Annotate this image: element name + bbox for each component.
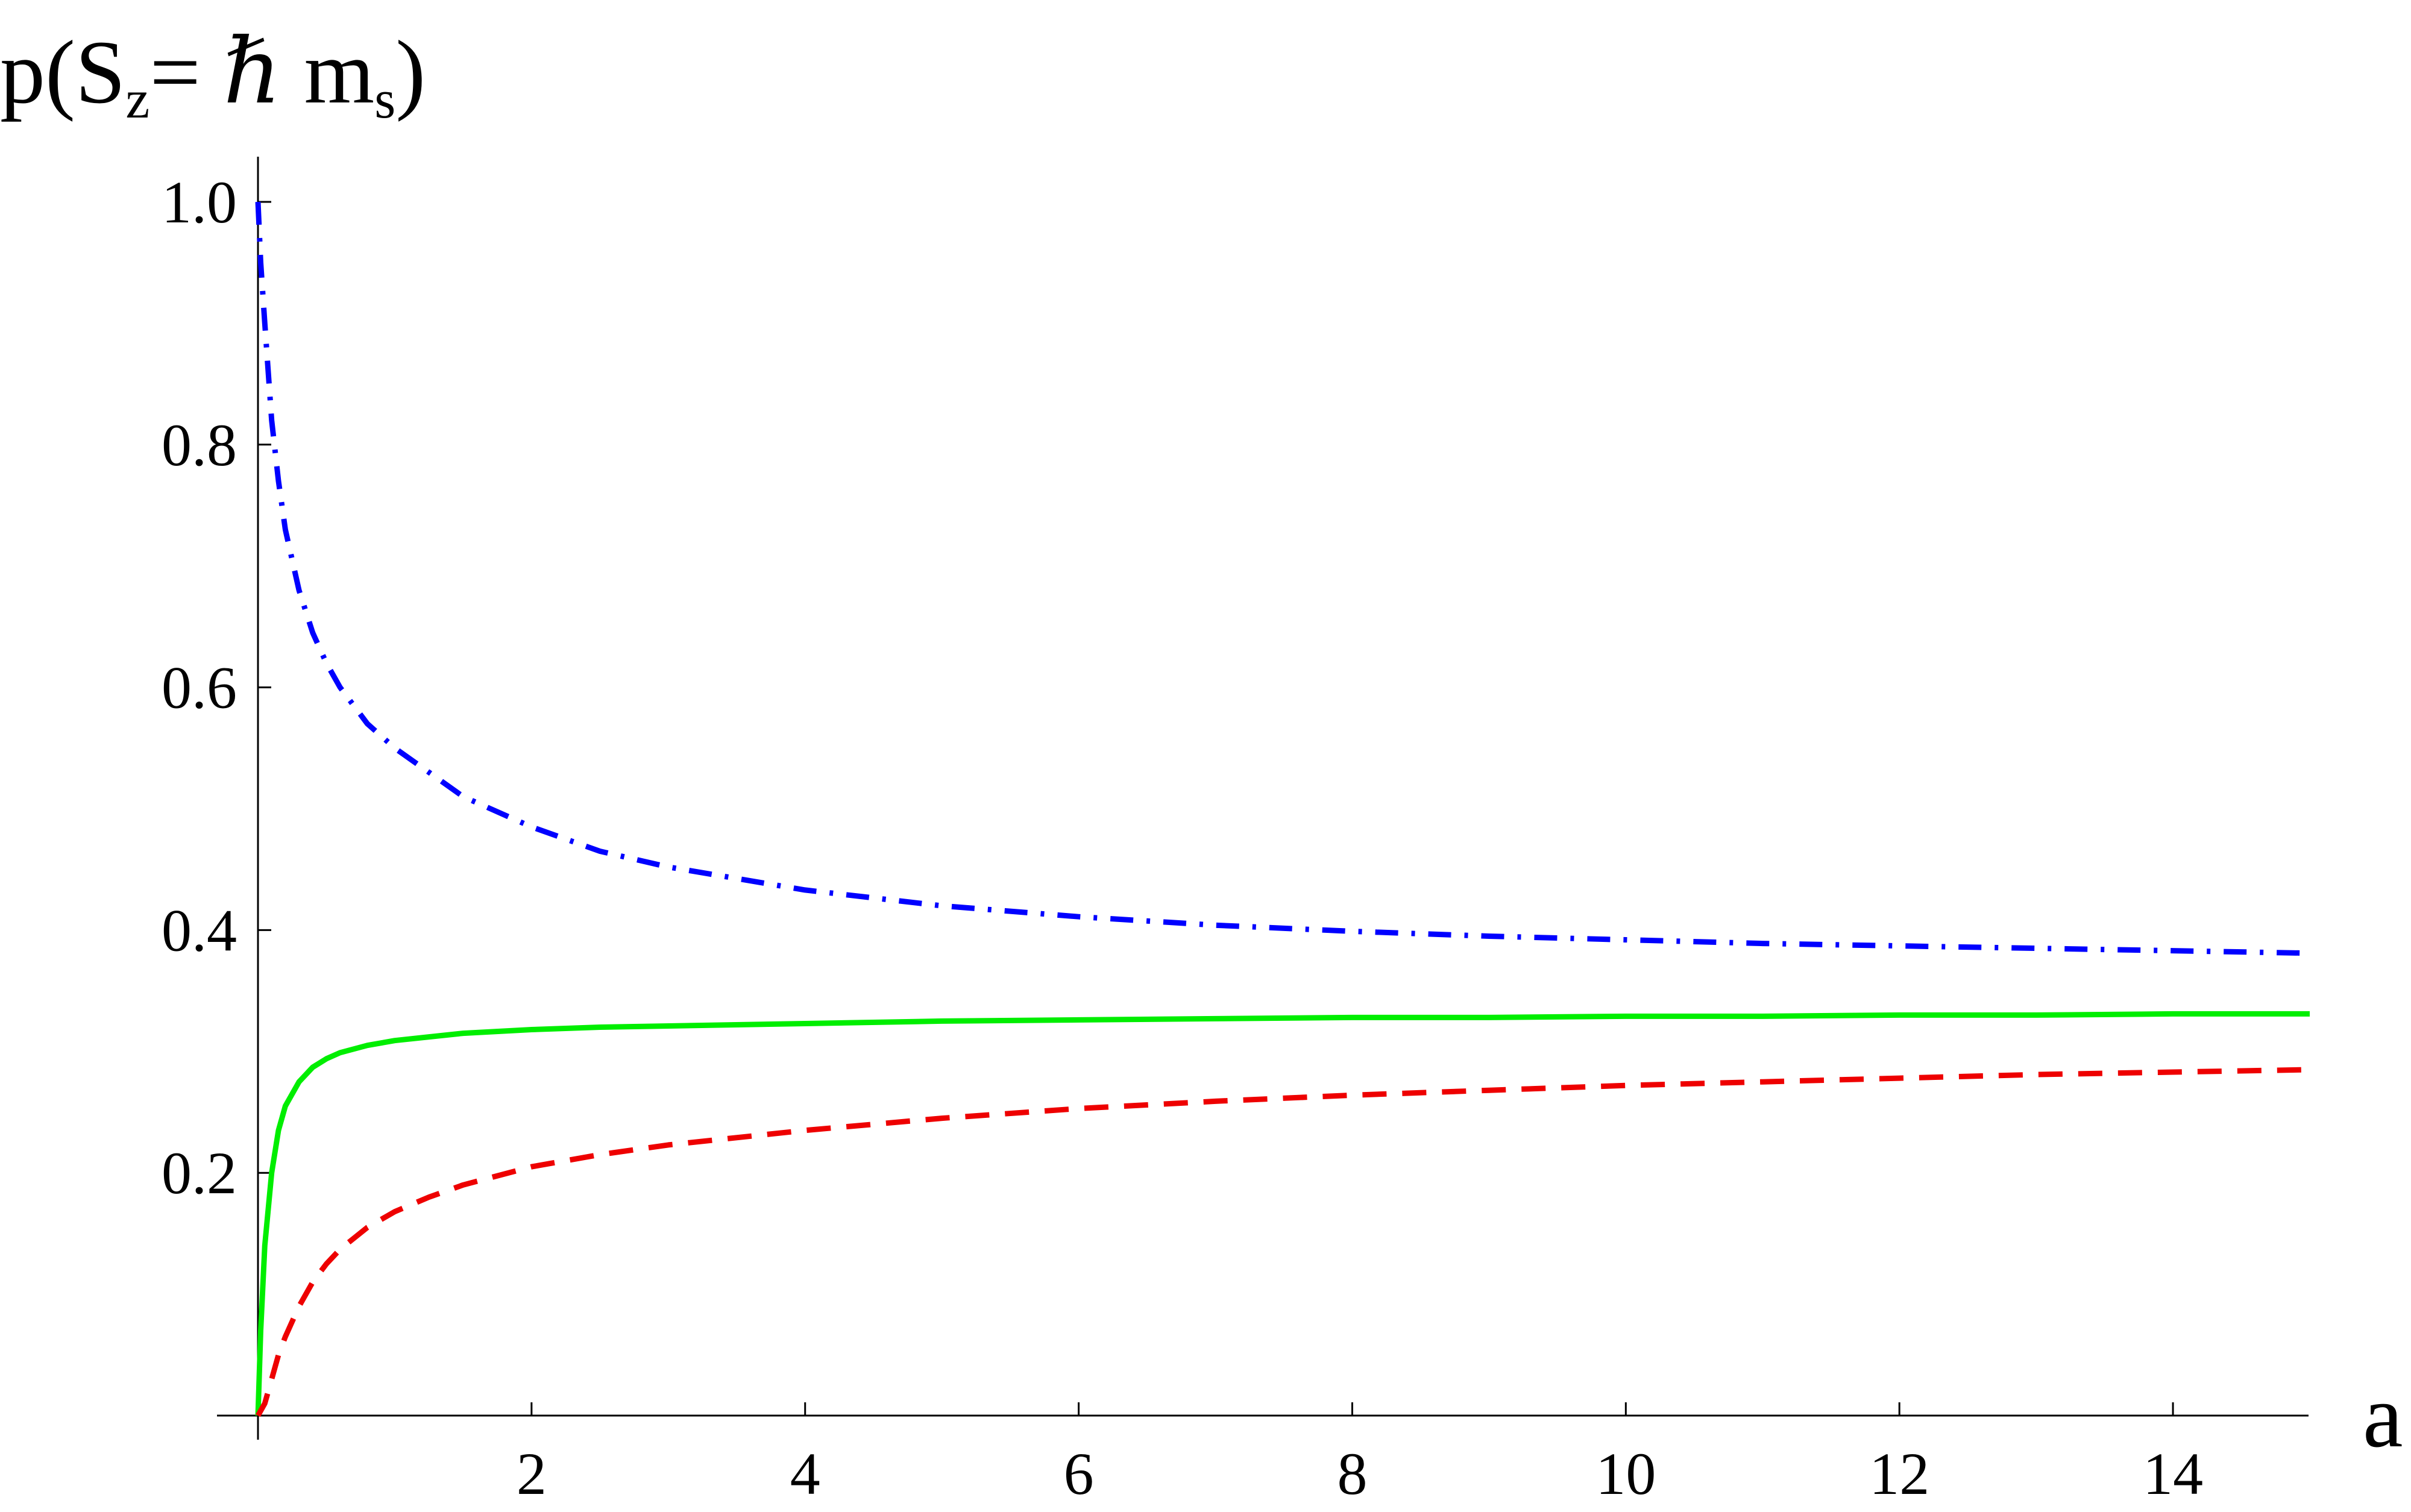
series-line-dashed	[256, 1067, 2310, 1417]
x-axis-title: a	[2363, 1366, 2403, 1466]
x-tick-label: 2	[517, 1440, 547, 1507]
y-tick-label: 1.0	[162, 169, 237, 236]
x-tick-label: 6	[1064, 1440, 1094, 1507]
series-group	[255, 201, 2310, 1417]
y-tick-label: 0.8	[162, 412, 237, 478]
y-tick-label: 0.6	[162, 654, 237, 721]
tick-labels: 2 4 6 8 10 12 14 0.2 0.4 0.6 0.8 1.0	[162, 169, 2203, 1507]
x-tick-label: 12	[1869, 1440, 1929, 1507]
y-axis-title: p(Sz= ℏ ms)	[0, 22, 426, 130]
x-tick-label: 10	[1595, 1440, 1656, 1507]
y-tick-label: 0.2	[162, 1140, 237, 1206]
series-line-solid	[255, 1011, 2310, 1416]
x-tick-label: 8	[1337, 1440, 1367, 1507]
x-tick-label: 4	[790, 1440, 820, 1507]
x-tick-label: 14	[2143, 1440, 2203, 1507]
series-line-dash-dot	[255, 201, 2310, 956]
axes	[217, 157, 2309, 1440]
y-tick-label: 0.4	[162, 897, 237, 964]
